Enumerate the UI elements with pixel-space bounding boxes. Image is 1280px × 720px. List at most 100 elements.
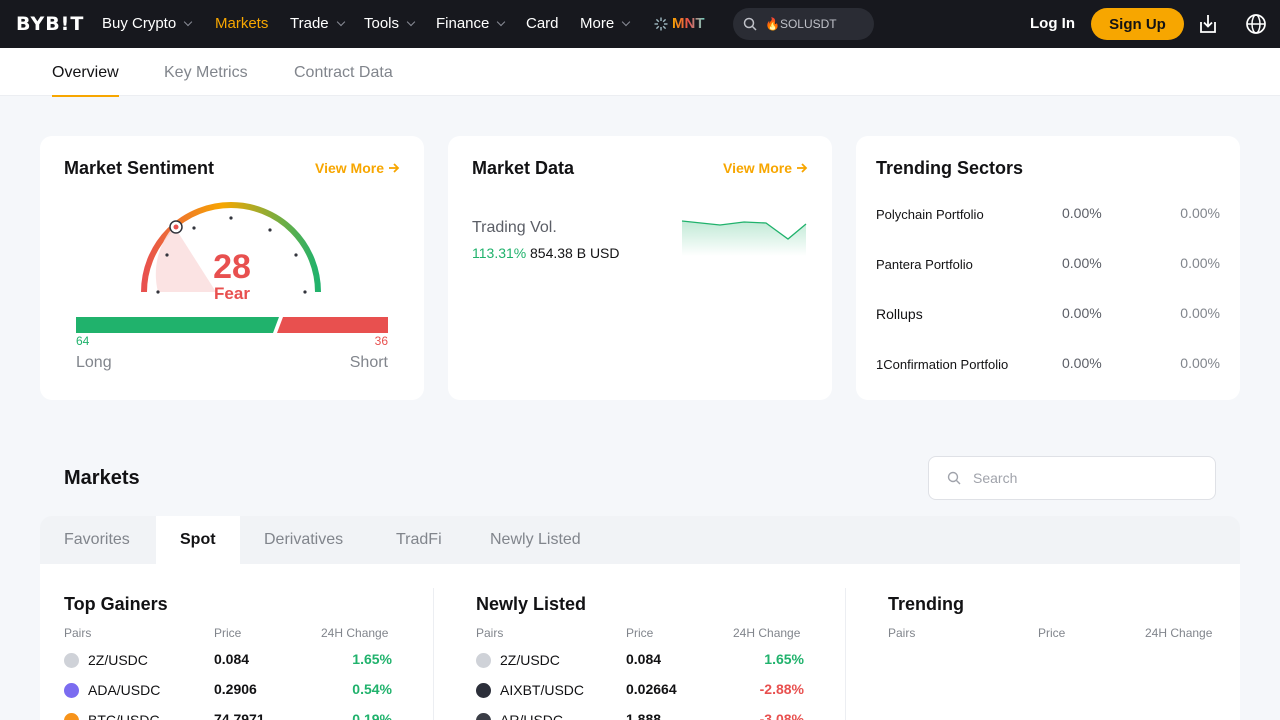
pair-name: ADA/USDC [88,682,161,698]
sector-name: Pantera Portfolio [876,257,973,272]
card-title: Market Sentiment [64,158,215,178]
market-sentiment-card: Market Sentiment View More 28 Fear 64 36… [40,136,424,400]
long-ratio-value: 64 [76,334,90,348]
pair-price: 1.888 [626,711,662,720]
column-divider [433,588,434,720]
coin-icon [64,713,79,720]
sector-row[interactable]: Rollups 0.00% 0.00% [876,305,1220,325]
column-title: Top Gainers [64,594,168,614]
pair-price: 0.02664 [626,681,677,697]
mnt-promo[interactable]: MNT [654,15,705,32]
sentiment-value: 28 [213,248,251,286]
volume-sparkline [681,220,807,256]
pair-price: 0.2906 [214,681,257,697]
pair-change: 0.19% [352,711,392,720]
column-title: Newly Listed [476,594,587,614]
search-icon [743,17,757,31]
pair-name: BTC/USDC [88,712,160,720]
header-price: Price [626,626,654,640]
markets-title: Markets [64,467,140,489]
tab-overview[interactable]: Overview [52,64,119,97]
nav-search[interactable]: 🔥SOLUSDT [733,8,874,40]
view-more-link[interactable]: View More [315,160,400,176]
table-row[interactable]: ADA/USDC 0.2906 0.54% [64,681,392,703]
pair-price: 0.084 [626,651,662,667]
table-row[interactable]: AIXBT/USDC 0.02664 -2.88% [476,681,804,703]
chevron-down-icon [497,17,506,26]
pair-price: 74,7971 [214,711,265,720]
tab-key-metrics[interactable]: Key Metrics [164,64,248,81]
sector-change: 0.00% [1062,205,1102,221]
column-divider [845,588,846,720]
pair-change: 0.54% [352,681,392,697]
column-title: Trending [888,594,964,614]
short-ratio-value: 36 [374,334,388,348]
pair-name: AIXBT/USDC [500,682,585,698]
arrow-right-icon [797,163,808,173]
card-title: Market Data [472,158,575,178]
tab-spot[interactable]: Spot [156,516,240,564]
table-row[interactable]: BTC/USDC 74,7971 0.19% [64,711,392,720]
bybit-logo[interactable]: BYB!T [16,13,85,35]
search-placeholder: Search [973,470,1018,486]
header-change: 24H Change [1145,626,1213,640]
header-pairs: Pairs [64,626,92,640]
pair-name: 2Z/USDC [500,652,560,668]
header-pairs: Pairs [476,626,504,640]
chevron-down-icon [183,17,193,26]
coin-icon [476,713,491,720]
download-icon[interactable] [1198,13,1218,35]
pair-name: AR/USDC [500,712,564,720]
table-row[interactable]: 2Z/USDC 0.084 1.65% [476,651,804,673]
sector-row[interactable]: Pantera Portfolio 0.00% 0.00% [876,255,1220,275]
trending-sectors-card: Trending Sectors Polychain Portfolio 0.0… [856,136,1240,400]
tab-contract-data[interactable]: Contract Data [294,64,393,81]
nav-tools[interactable]: Tools [364,15,416,32]
nav-trade[interactable]: Trade [290,15,345,32]
sector-change-2: 0.00% [1180,255,1220,271]
sector-row[interactable]: Polychain Portfolio 0.00% 0.00% [876,205,1220,225]
short-label: Short [349,354,388,371]
nav-more[interactable]: More [580,15,631,32]
header-change: 24H Change [321,626,389,640]
pair-change: -3.08% [759,711,804,720]
nav-markets[interactable]: Markets [215,15,269,32]
sector-row[interactable]: 1Confirmation Portfolio 0.00% 0.00% [876,355,1220,375]
signup-button[interactable]: Sign Up [1091,8,1184,40]
pair-price: 0.084 [214,651,250,667]
chevron-down-icon [406,17,416,26]
fear-greed-gauge [141,202,321,294]
tab-derivatives[interactable]: Derivatives [264,531,344,548]
markets-panel: Top Gainers Pairs Price 24H Change 2Z/US… [40,564,1240,720]
sector-change-2: 0.00% [1180,305,1220,321]
tab-tradfi[interactable]: TradFi [396,531,442,548]
nav-card[interactable]: Card [526,15,559,32]
header-pairs: Pairs [888,626,916,640]
tab-newly-listed[interactable]: Newly Listed [490,531,581,548]
long-short-bar [76,317,388,333]
sector-change-2: 0.00% [1180,205,1220,221]
globe-icon[interactable] [1245,13,1267,35]
sentiment-label: Fear [214,284,250,303]
pair-name: 2Z/USDC [88,652,148,668]
search-icon [947,471,961,485]
coin-icon [64,653,79,668]
nav-finance[interactable]: Finance [436,15,506,32]
table-row[interactable]: 2Z/USDC 0.084 1.65% [64,651,392,673]
header-change: 24H Change [733,626,801,640]
coin-icon [476,653,491,668]
pair-change: -2.88% [759,681,804,697]
view-more-link[interactable]: View More [723,160,808,176]
markets-search-input[interactable]: Search [928,456,1216,500]
tab-favorites[interactable]: Favorites [64,531,130,548]
table-row[interactable]: AR/USDC 1.888 -3.08% [476,711,804,720]
pair-change: 1.65% [764,651,804,667]
login-button[interactable]: Log In [1030,15,1075,32]
sector-change-2: 0.00% [1180,355,1220,371]
chevron-down-icon [621,17,631,26]
nav-search-placeholder: 🔥SOLUSDT [765,17,837,31]
nav-buy-crypto[interactable]: Buy Crypto [102,15,193,32]
pair-change: 1.65% [352,651,392,667]
overview-subtabs: Overview Key Metrics Contract Data [0,48,1280,97]
mnt-burst-icon [654,17,668,30]
